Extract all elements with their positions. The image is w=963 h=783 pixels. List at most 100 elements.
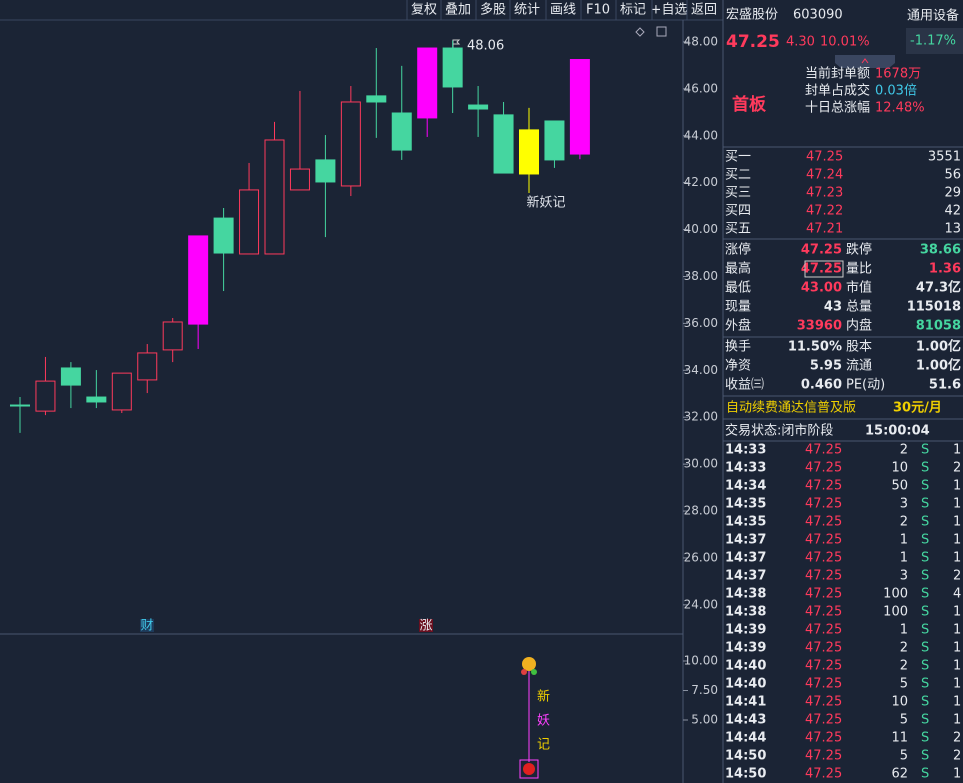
tick-volume: 1: [900, 533, 908, 548]
tick-volume: 10: [891, 695, 908, 710]
bid-label: 买三: [725, 186, 751, 201]
stat-value: 38.66: [920, 243, 961, 258]
tick-volume: 11: [891, 731, 908, 746]
bid-price: 47.24: [806, 168, 843, 183]
stat-value: 47.3亿: [916, 280, 961, 296]
bid-volume: 56: [944, 168, 961, 183]
tick-side: S: [921, 497, 929, 512]
money-icon-dot: [531, 669, 537, 675]
stat-label: 最低: [725, 281, 751, 296]
candle-body: [188, 235, 209, 325]
y-tick-label: 48.00: [684, 34, 718, 48]
stat-value: 51.6: [929, 378, 961, 393]
tick-price: 47.25: [805, 479, 842, 494]
y-tick-label: 10.00: [684, 654, 718, 668]
tick-time: 14:33: [725, 461, 766, 476]
candle-body: [315, 159, 336, 183]
candle-body: [569, 59, 590, 155]
stock-name: 宏盛股份: [726, 8, 778, 23]
y-tick-label: 32.00: [684, 410, 718, 424]
tick-price: 47.25: [805, 515, 842, 530]
bid-label: 买五: [725, 222, 751, 237]
icon-window[interactable]: [656, 26, 667, 37]
candle-body: [213, 217, 234, 254]
marker-box[interactable]: [140, 619, 154, 632]
collapse-button[interactable]: [835, 55, 895, 68]
tick-count: 2: [953, 731, 961, 746]
toolbar-button[interactable]: F10: [586, 3, 610, 18]
tick-side: S: [921, 713, 929, 728]
tick-count: 1: [953, 605, 961, 620]
stat-value: 0.460: [801, 378, 842, 393]
tick-count: 1: [953, 623, 961, 638]
bid-price: 47.23: [806, 186, 843, 201]
tick-side: S: [921, 587, 929, 602]
highlight-box: [804, 260, 844, 278]
tick-count: 1: [953, 551, 961, 566]
tick-count: 2: [953, 749, 961, 764]
tick-time: 14:50: [725, 767, 766, 782]
stat-value: 1.00亿: [916, 339, 961, 355]
toolbar-button[interactable]: 复权: [411, 2, 437, 18]
tick-count: 1: [953, 443, 961, 458]
change: 4.30: [786, 35, 815, 50]
y-tick-label: 46.00: [684, 81, 718, 95]
stat-label: 总量: [846, 300, 872, 315]
tick-side: S: [921, 533, 929, 548]
tick-time: 14:40: [725, 677, 766, 692]
stat-value: 115018: [907, 300, 961, 315]
status-time: 15:00:04: [865, 424, 930, 439]
candle-body: [239, 189, 260, 255]
tick-volume: 100: [883, 605, 908, 620]
tick-count: 1: [953, 713, 961, 728]
y-tick-label: 42.00: [684, 175, 718, 189]
board-tag: 首板: [732, 94, 767, 115]
marker-box[interactable]: [419, 619, 433, 632]
candle-body: [544, 120, 565, 161]
stat-label: 流通: [846, 359, 872, 374]
tick-time: 14:44: [725, 731, 766, 746]
toolbar-button[interactable]: 统计: [514, 3, 540, 18]
y-tick-label: 5.00: [691, 713, 718, 727]
tick-price: 47.25: [805, 659, 842, 674]
toolbar-button[interactable]: 标记: [620, 3, 646, 18]
toolbar-button[interactable]: 多股: [480, 2, 506, 18]
icon-diamond[interactable]: [635, 27, 645, 37]
tick-price: 47.25: [805, 731, 842, 746]
stat-label: 现量: [725, 300, 751, 315]
toolbar-button[interactable]: 返回: [691, 3, 717, 18]
tick-count: 1: [953, 695, 961, 710]
candle-body: [111, 372, 132, 411]
tick-price: 47.25: [805, 713, 842, 728]
bid-label: 买二: [725, 168, 751, 183]
tick-count: 1: [953, 515, 961, 530]
candle-body: [340, 101, 361, 187]
stat-label: 外盘: [725, 318, 751, 334]
tick-time: 14:37: [725, 551, 766, 566]
tick-side: S: [921, 659, 929, 674]
candle-body: [137, 352, 158, 381]
tick-side: S: [921, 551, 929, 566]
signal-char: 妖: [537, 714, 550, 729]
tick-volume: 3: [900, 497, 908, 512]
toolbar-button[interactable]: 叠加: [445, 3, 471, 18]
stat-label: 换手: [725, 340, 751, 355]
tick-volume: 2: [900, 641, 908, 656]
y-tick-label: 28.00: [684, 504, 718, 518]
event-marker: 财: [140, 619, 153, 634]
tick-price: 47.25: [805, 641, 842, 656]
candle-body: [60, 367, 81, 386]
tick-count: 4: [953, 587, 961, 602]
tick-price: 47.25: [805, 587, 842, 602]
toolbar-button[interactable]: +自选: [651, 3, 688, 18]
stat-label: 净资: [725, 359, 751, 374]
stat-label: 跌停: [846, 242, 872, 258]
tick-side: S: [921, 479, 929, 494]
toolbar-button[interactable]: 画线: [550, 3, 576, 18]
stat-label: 量比: [846, 262, 872, 277]
tick-side: S: [921, 623, 929, 638]
info-label: 当前封单额: [805, 66, 870, 82]
tick-time: 14:37: [725, 569, 766, 584]
tick-count: 1: [953, 497, 961, 512]
